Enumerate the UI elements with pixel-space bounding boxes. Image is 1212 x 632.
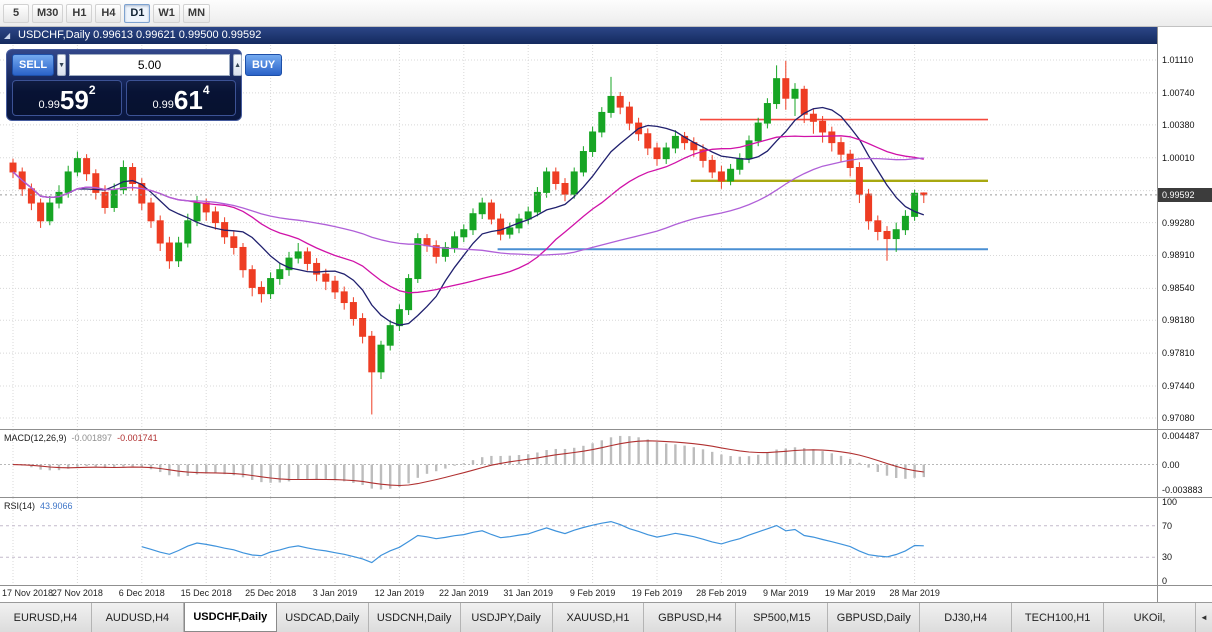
timeframe-button-m30[interactable]: M30 xyxy=(32,3,64,23)
sell-price: 0.99 59 2 xyxy=(12,80,122,116)
chart-tab-tech100-h1[interactable]: TECH100,H1 xyxy=(1012,603,1105,632)
date-tick-label: 22 Jan 2019 xyxy=(439,588,489,598)
macd-scale-label: 0.004487 xyxy=(1162,431,1200,441)
price-tick-label: 0.97440 xyxy=(1162,381,1195,392)
sell-price-prefix: 0.99 xyxy=(38,99,60,111)
pane-separator[interactable] xyxy=(0,497,1212,498)
current-price-tag: 0.99592 xyxy=(1158,187,1212,202)
price-tick-label: 0.97810 xyxy=(1162,348,1195,359)
pane-separator[interactable] xyxy=(0,585,1212,586)
date-tick-label: 28 Mar 2019 xyxy=(889,588,940,598)
date-tick-label: 28 Feb 2019 xyxy=(696,588,747,598)
date-tick-label: 17 Nov 2018 xyxy=(2,588,54,598)
price-tick-label: 0.98540 xyxy=(1162,283,1195,294)
pane-separator[interactable] xyxy=(0,429,1212,430)
date-tick-label: 3 Jan 2019 xyxy=(312,588,358,598)
buy-price-pips: 61 xyxy=(173,85,203,115)
date-tick-label: 25 Dec 2018 xyxy=(245,588,297,598)
chart-tabs-bar: EURUSD,H4 AUDUSD,H4 USDCHF,Daily USDCAD,Dai… xyxy=(0,602,1212,632)
date-tick-label: 9 Mar 2019 xyxy=(763,588,809,598)
macd-main-value: -0.001897 xyxy=(71,433,113,443)
rsi-scale-label: 0 xyxy=(1162,576,1168,586)
volume-decrease-button[interactable]: ▼ xyxy=(57,54,67,76)
price-tick-label: 1.00380 xyxy=(1162,119,1195,130)
chart-tab-eurusd-h4[interactable]: EURUSD,H4 xyxy=(0,603,92,632)
chart-title-bar: ◢ USDCHF,Daily 0.99613 0.99621 0.99500 0… xyxy=(0,27,1157,44)
macd-panel-canvas[interactable] xyxy=(0,430,1157,497)
date-tick-label: 27 Nov 2018 xyxy=(51,588,103,598)
date-tick-label: 19 Feb 2019 xyxy=(631,588,683,598)
date-tick-label: 9 Feb 2019 xyxy=(569,588,616,598)
rsi-scale-label: 30 xyxy=(1162,552,1173,563)
timeframe-button-5[interactable]: 5 xyxy=(3,3,29,23)
time-scale[interactable]: 17 Nov 2018 27 Nov 2018 6 Dec 2018 15 Dec 2… xyxy=(0,586,1157,602)
rsi-value: 43.9066 xyxy=(40,501,73,511)
chart-tab-gbpusd-h4[interactable]: GBPUSD,H4 xyxy=(644,603,737,632)
date-tick-label: 12 Jan 2019 xyxy=(374,588,425,598)
rsi-panel-canvas[interactable] xyxy=(0,498,1157,585)
timeframe-button-h4[interactable]: H4 xyxy=(95,3,122,23)
price-tick-label: 0.99280 xyxy=(1162,217,1195,228)
tabs-scroll-left-button[interactable]: ◄ xyxy=(1195,603,1212,632)
buy-price-point: 4 xyxy=(202,83,210,97)
price-tick-label: 1.00740 xyxy=(1162,87,1195,98)
timeframe-button-w1[interactable]: W1 xyxy=(153,3,180,23)
collapse-icon[interactable]: ◢ xyxy=(4,31,11,40)
chart-area: 17 Nov 2018 27 Nov 2018 6 Dec 2018 15 Dec 2… xyxy=(0,27,1212,602)
timeframe-button-mn[interactable]: MN xyxy=(182,3,211,23)
chart-tab-usdjpy-daily[interactable]: USDJPY,Daily xyxy=(460,603,553,632)
sell-price-point: 2 xyxy=(88,83,96,97)
rsi-scale-label: 100 xyxy=(1162,497,1178,507)
rsi-scale-label: 70 xyxy=(1162,520,1173,531)
date-tick-label: 19 Mar 2019 xyxy=(824,588,876,598)
timeframe-button-h1[interactable]: H1 xyxy=(66,3,93,23)
price-scale[interactable] xyxy=(1158,27,1212,602)
buy-price: 0.99 61 4 xyxy=(126,80,236,116)
date-tick-label: 6 Dec 2018 xyxy=(118,588,165,598)
price-tick-label: 1.00010 xyxy=(1162,152,1195,163)
chart-tab-dj30-h4[interactable]: DJ30,H4 xyxy=(920,603,1013,632)
chart-tab-usdcad-daily[interactable]: USDCAD,Daily xyxy=(276,603,369,632)
price-tick-label: 0.98910 xyxy=(1162,250,1195,261)
timeframe-toolbar: 5 M30 H1 H4 D1 W1 MN xyxy=(0,0,1212,27)
timeframe-button-d1[interactable]: D1 xyxy=(124,3,151,23)
macd-signal-value: -0.001741 xyxy=(117,433,158,443)
macd-scale-label: 0.00 xyxy=(1162,459,1180,470)
volume-input[interactable] xyxy=(69,54,231,76)
price-tick-label: 0.98180 xyxy=(1162,315,1195,326)
chart-tab-sp500-m15[interactable]: SP500,M15 xyxy=(736,603,829,632)
volume-increase-button[interactable]: ▲ xyxy=(233,54,242,76)
macd-scale-label: -0.003883 xyxy=(1162,485,1203,495)
chart-tab-xauusd-h1[interactable]: XAUUSD,H1 xyxy=(552,603,645,632)
sell-price-pips: 59 xyxy=(59,85,89,115)
price-tick-label: 1.01110 xyxy=(1162,55,1194,65)
rsi-label: RSI(14) 43.9066 xyxy=(4,501,78,511)
chart-title: USDCHF,Daily 0.99613 0.99621 0.99500 0.9… xyxy=(18,29,262,41)
rsi-name: RSI(14) xyxy=(4,501,36,511)
chart-tab-audusd-h4[interactable]: AUDUSD,H4 xyxy=(91,603,184,632)
buy-button[interactable]: BUY xyxy=(245,54,283,76)
chart-tab-gbpusd-daily[interactable]: GBPUSD,Daily xyxy=(828,603,921,632)
chart-tab-ukoil[interactable]: UKOil, xyxy=(1104,603,1196,632)
chart-tab-usdcnh-daily[interactable]: USDCNH,Daily xyxy=(368,603,461,632)
scale-separator xyxy=(1157,27,1158,602)
buy-price-prefix: 0.99 xyxy=(152,99,174,111)
macd-label: MACD(12,26,9) -0.001897 -0.001741 xyxy=(4,433,163,443)
date-tick-label: 15 Dec 2018 xyxy=(180,588,232,598)
date-tick-label: 31 Jan 2019 xyxy=(503,588,553,598)
chart-tab-usdchf-daily[interactable]: USDCHF,Daily xyxy=(183,603,277,632)
macd-name: MACD(12,26,9) xyxy=(4,433,67,443)
sell-button[interactable]: SELL xyxy=(12,54,55,76)
price-tick-label: 0.97080 xyxy=(1162,413,1195,424)
